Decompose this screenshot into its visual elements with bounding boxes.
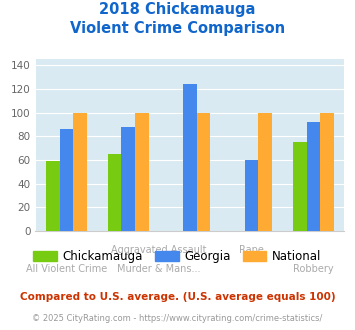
Text: Aggravated Assault: Aggravated Assault — [111, 245, 207, 255]
Text: Murder & Mans...: Murder & Mans... — [117, 264, 201, 274]
Bar — [320, 113, 334, 231]
Text: Robbery: Robbery — [293, 264, 334, 274]
Bar — [108, 154, 121, 231]
Bar — [197, 113, 210, 231]
Text: Rape: Rape — [239, 245, 264, 255]
Bar — [60, 129, 73, 231]
Bar — [135, 113, 148, 231]
Bar — [307, 122, 320, 231]
Bar — [73, 113, 87, 231]
Bar — [121, 127, 135, 231]
Text: 2018 Chickamauga: 2018 Chickamauga — [99, 2, 256, 16]
Bar — [245, 160, 258, 231]
Text: © 2025 CityRating.com - https://www.cityrating.com/crime-statistics/: © 2025 CityRating.com - https://www.city… — [32, 314, 323, 323]
Legend: Chickamauga, Georgia, National: Chickamauga, Georgia, National — [29, 245, 326, 268]
Text: Compared to U.S. average. (U.S. average equals 100): Compared to U.S. average. (U.S. average … — [20, 292, 335, 302]
Bar — [293, 142, 307, 231]
Text: All Violent Crime: All Violent Crime — [26, 264, 107, 274]
Bar — [258, 113, 272, 231]
Text: Violent Crime Comparison: Violent Crime Comparison — [70, 21, 285, 36]
Bar — [183, 84, 197, 231]
Bar — [46, 161, 60, 231]
